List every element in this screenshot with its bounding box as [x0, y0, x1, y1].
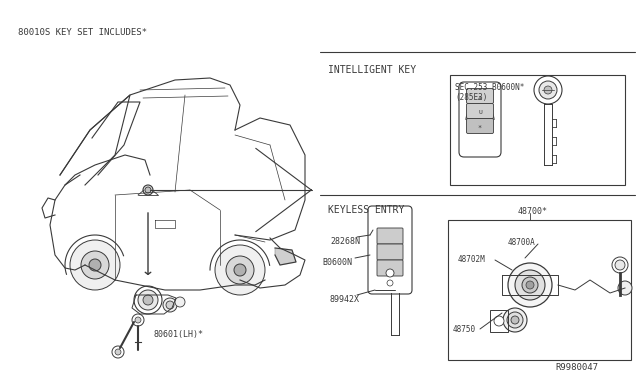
Circle shape — [515, 270, 545, 300]
Circle shape — [175, 297, 185, 307]
FancyBboxPatch shape — [467, 119, 493, 134]
FancyBboxPatch shape — [377, 244, 403, 260]
Circle shape — [615, 260, 625, 270]
Bar — [490, 310, 508, 332]
FancyBboxPatch shape — [467, 103, 493, 119]
Circle shape — [215, 245, 265, 295]
Circle shape — [612, 257, 628, 273]
Circle shape — [112, 346, 124, 358]
Text: 89942X: 89942X — [330, 295, 360, 304]
Circle shape — [494, 316, 504, 326]
Circle shape — [81, 251, 109, 279]
Bar — [450, 75, 625, 185]
Circle shape — [89, 259, 101, 271]
Circle shape — [163, 298, 177, 312]
Text: 48700*: 48700* — [518, 207, 548, 216]
Text: *: * — [478, 125, 482, 131]
Polygon shape — [275, 248, 296, 265]
Text: A: A — [478, 96, 482, 100]
Circle shape — [145, 187, 151, 193]
Circle shape — [143, 295, 153, 305]
Circle shape — [226, 256, 254, 284]
Circle shape — [477, 107, 483, 113]
Text: 48700A: 48700A — [508, 238, 536, 247]
FancyBboxPatch shape — [467, 89, 493, 103]
Text: B0600N: B0600N — [322, 258, 352, 267]
Circle shape — [387, 280, 393, 286]
FancyBboxPatch shape — [377, 228, 403, 244]
Text: SEC.253 B0600N*: SEC.253 B0600N* — [455, 83, 524, 92]
Text: R9980047: R9980047 — [555, 363, 598, 372]
Circle shape — [166, 301, 174, 309]
Circle shape — [522, 277, 538, 293]
Text: INTELLIGENT KEY: INTELLIGENT KEY — [328, 65, 416, 75]
FancyBboxPatch shape — [459, 82, 501, 157]
Circle shape — [70, 240, 120, 290]
Circle shape — [132, 314, 144, 326]
Text: 80601(LH)*: 80601(LH)* — [153, 330, 203, 339]
Circle shape — [544, 86, 552, 94]
Text: 48702M: 48702M — [458, 255, 486, 264]
Text: 48750: 48750 — [453, 325, 476, 334]
Circle shape — [539, 81, 557, 99]
Circle shape — [534, 76, 562, 104]
Text: 28268N: 28268N — [330, 237, 360, 246]
Circle shape — [115, 349, 121, 355]
Text: U: U — [478, 110, 482, 115]
Text: (285E3): (285E3) — [455, 93, 488, 102]
Circle shape — [511, 316, 519, 324]
Bar — [448, 220, 631, 360]
Circle shape — [135, 317, 141, 323]
Circle shape — [134, 286, 162, 314]
Circle shape — [386, 269, 394, 277]
Circle shape — [475, 105, 485, 115]
Circle shape — [143, 185, 153, 195]
FancyBboxPatch shape — [377, 260, 403, 276]
Circle shape — [138, 290, 158, 310]
Text: KEYLESS ENTRY: KEYLESS ENTRY — [328, 205, 404, 215]
Circle shape — [234, 264, 246, 276]
Circle shape — [526, 281, 534, 289]
Circle shape — [503, 308, 527, 332]
Circle shape — [507, 312, 523, 328]
Circle shape — [508, 263, 552, 307]
FancyBboxPatch shape — [368, 206, 412, 294]
Text: 80010S KEY SET INCLUDES*: 80010S KEY SET INCLUDES* — [18, 28, 147, 37]
Circle shape — [618, 281, 632, 295]
